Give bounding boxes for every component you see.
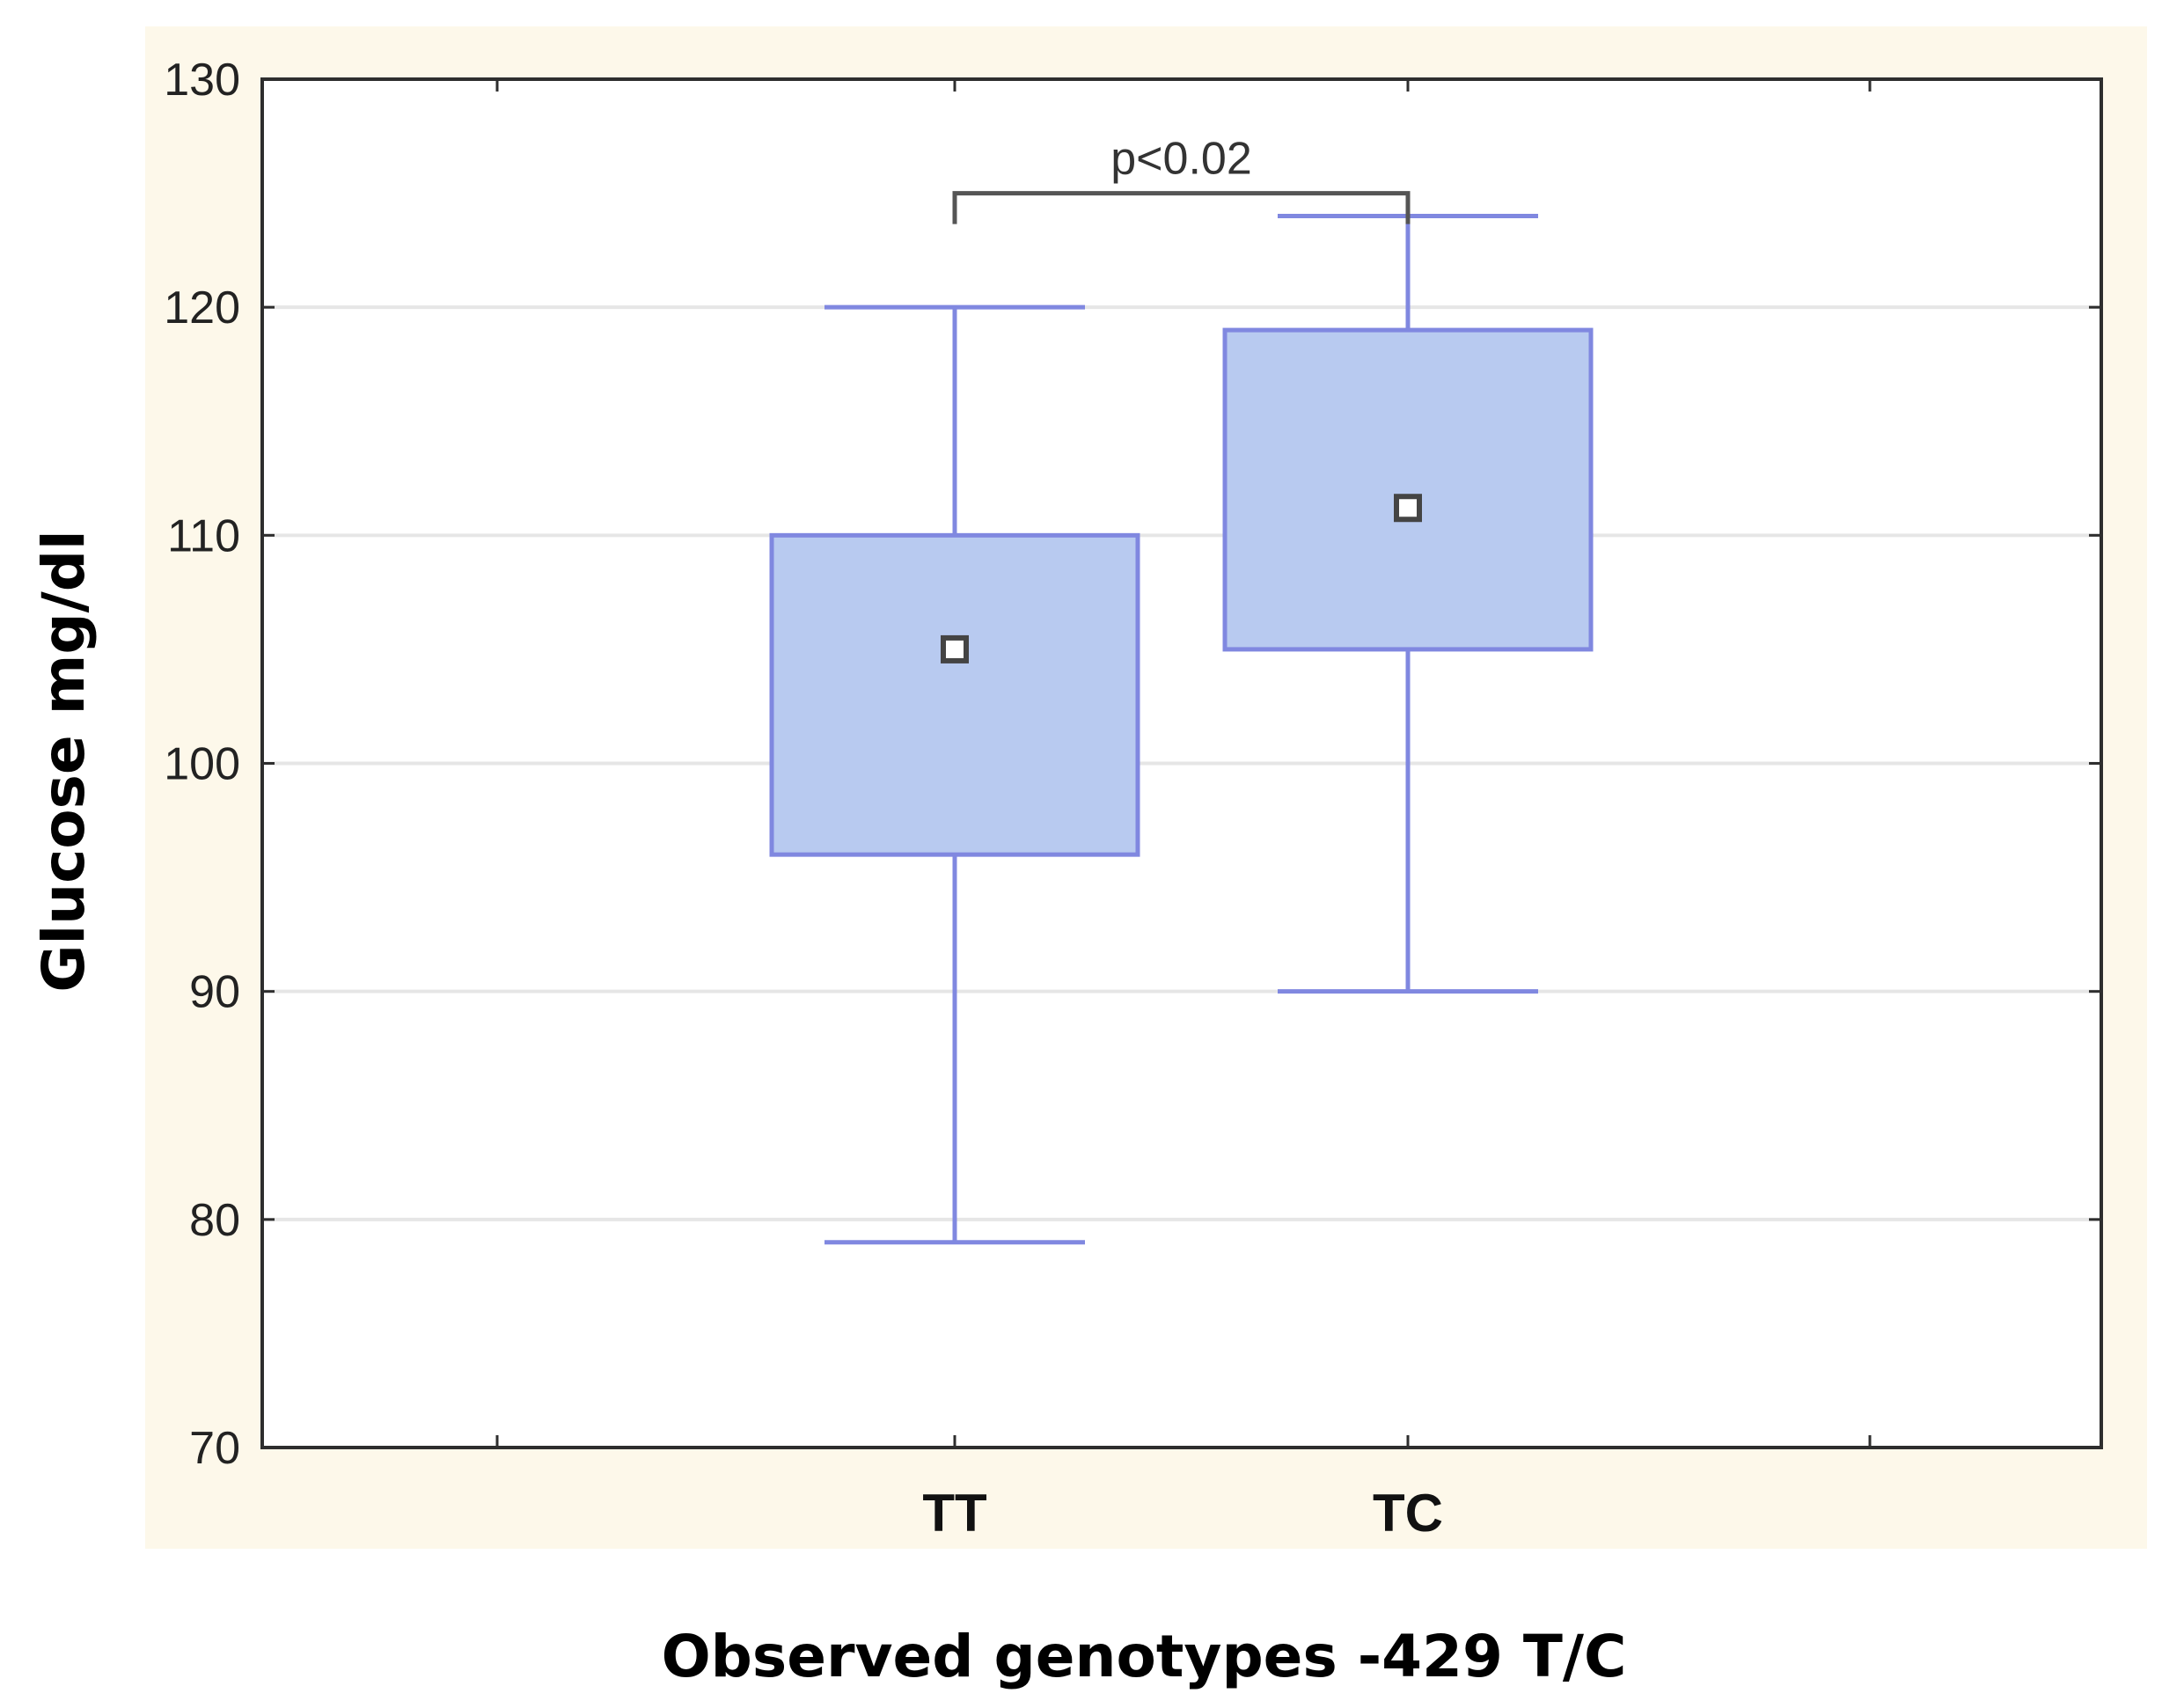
gridlines [262,305,2101,1221]
boxes [769,214,1594,1245]
box-iqr [1222,327,1594,652]
significance-bracket [952,191,1411,224]
significance-label: p<0.02 [1110,134,1252,185]
x-category-label: TC [1373,1484,1443,1543]
x-axis-category-labels: TT TC [922,1484,1443,1543]
y-tick-label: 110 [167,510,240,561]
center-marker [1394,494,1422,523]
y-tick-label: 100 [164,739,240,790]
y-tick-label: 90 [189,967,240,1018]
box-group-tt [769,304,1140,1245]
annotations: p<0.02 [952,134,1411,224]
box-group-tc [1222,214,1594,994]
y-tick-label: 80 [189,1195,240,1246]
y-tick-label: 130 [164,55,240,106]
y-axis-title: Glucose mg/dl [30,530,98,992]
box-iqr [769,532,1140,857]
plot-frame [260,77,2103,1449]
x-axis-title: Observed genotypes -429 T/C [662,1623,1627,1690]
x-axis-ticks [495,79,1872,1448]
y-tick-label: 70 [189,1423,240,1474]
x-category-label: TT [922,1484,986,1543]
center-marker [941,634,969,663]
y-tick-label: 120 [164,282,240,334]
y-axis-tick-labels: 70 80 90 100 110 120 130 [164,55,240,1474]
